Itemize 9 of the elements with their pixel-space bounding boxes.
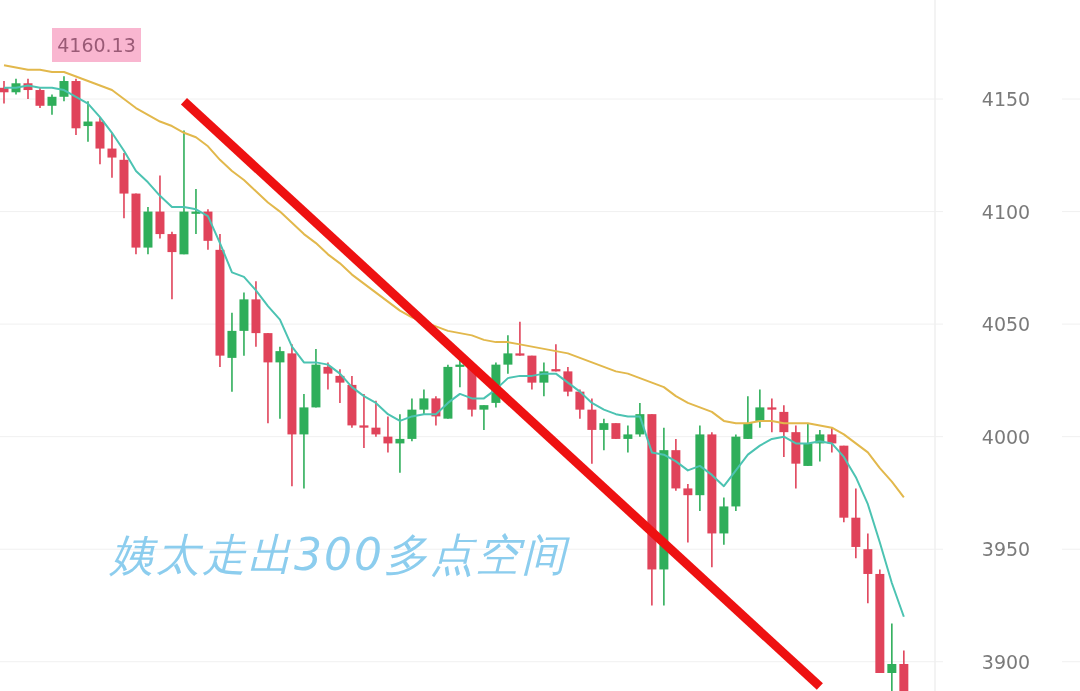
annotation: 姨太走出300多点空间 [110,529,568,580]
y-tick-label: 4100 [981,200,1031,223]
annotation: 4160.13 [52,28,141,62]
annotation: 4160.13 [57,34,136,56]
y-tick-label: 3900 [981,650,1031,673]
y-tick-label: 4050 [981,313,1031,336]
y-tick-label: 4150 [981,88,1031,111]
y-tick-label: 4000 [981,425,1031,448]
y-tick-label: 3950 [981,538,1031,561]
